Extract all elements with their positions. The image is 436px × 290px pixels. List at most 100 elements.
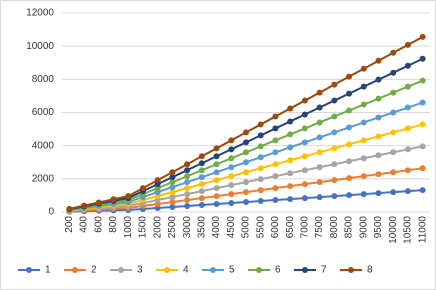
data-point: [228, 182, 235, 189]
data-point: [213, 169, 220, 176]
x-tick-label: 3000: [182, 216, 193, 239]
data-point: [257, 187, 264, 194]
data-point: [346, 107, 353, 114]
x-tick-label: 10500: [403, 216, 414, 244]
y-tick-label: 2000: [32, 173, 55, 184]
data-point: [390, 69, 397, 76]
y-tick-label: 10000: [26, 41, 54, 52]
data-point: [228, 137, 235, 144]
x-tick-label: 9500: [373, 216, 384, 239]
data-point: [301, 111, 308, 118]
data-point: [213, 177, 220, 184]
data-point: [228, 155, 235, 162]
data-point: [272, 125, 279, 132]
data-point: [257, 165, 264, 172]
y-tick-label: 4000: [32, 140, 55, 151]
data-point: [184, 203, 191, 210]
data-point: [198, 174, 205, 181]
data-point: [184, 161, 191, 168]
data-point: [419, 77, 426, 84]
x-tick-label: 8500: [344, 216, 355, 239]
legend-label: 3: [137, 265, 143, 276]
data-point: [360, 119, 367, 126]
data-point: [301, 195, 308, 202]
data-point: [272, 197, 279, 204]
data-point: [390, 169, 397, 176]
data-point: [375, 133, 382, 140]
data-point: [419, 187, 426, 194]
data-point: [331, 161, 338, 168]
x-tick-label: 600: [93, 216, 104, 233]
data-point: [316, 179, 323, 186]
legend-marker: [26, 267, 32, 273]
data-point: [375, 76, 382, 83]
data-point: [169, 179, 176, 186]
data-point: [169, 189, 176, 196]
data-point: [360, 173, 367, 180]
data-point: [243, 149, 249, 156]
data-point: [198, 160, 205, 167]
data-point: [257, 132, 264, 139]
y-tick-label: 12000: [26, 8, 54, 19]
data-point: [198, 153, 205, 160]
data-point: [287, 196, 294, 203]
data-point: [184, 185, 191, 192]
x-tick-label: 2000: [152, 216, 163, 239]
data-point: [272, 113, 279, 120]
data-point: [301, 167, 308, 174]
x-tick-label: 6000: [270, 216, 281, 239]
data-point: [404, 83, 411, 90]
data-point: [404, 62, 411, 69]
data-point: [346, 90, 353, 97]
data-point: [184, 191, 191, 198]
x-tick-label: 2500: [167, 216, 178, 239]
data-point: [198, 202, 205, 209]
data-point: [375, 57, 382, 64]
x-tick-label: 7500: [314, 216, 325, 239]
data-point: [228, 200, 235, 207]
data-point: [287, 131, 294, 138]
x-tick-label: 4000: [211, 216, 222, 239]
data-point: [375, 114, 382, 121]
x-tick-label: 1500: [138, 216, 149, 239]
data-point: [419, 33, 426, 40]
data-point: [331, 97, 338, 104]
data-point: [331, 177, 338, 184]
data-point: [198, 167, 205, 174]
data-point: [360, 65, 367, 72]
data-point: [272, 137, 279, 144]
data-point: [243, 129, 249, 136]
data-point: [331, 193, 338, 200]
data-point: [316, 149, 323, 156]
data-point: [81, 202, 88, 209]
data-point: [346, 73, 353, 80]
x-tick-label: 800: [108, 216, 119, 233]
data-point: [184, 179, 191, 186]
data-point: [66, 205, 73, 212]
data-point: [228, 146, 235, 153]
data-point: [346, 192, 353, 199]
data-point: [390, 129, 397, 136]
data-point: [243, 159, 249, 166]
data-point: [287, 105, 294, 112]
data-point: [198, 195, 205, 202]
legend-label: 4: [183, 265, 189, 276]
legend-marker: [210, 267, 216, 273]
data-point: [301, 153, 308, 160]
data-point: [213, 145, 220, 152]
legend-label: 8: [367, 265, 373, 276]
data-point: [257, 176, 264, 183]
data-point: [301, 139, 308, 146]
data-point: [316, 119, 323, 126]
data-point: [360, 137, 367, 144]
data-point: [331, 129, 338, 136]
data-point: [198, 181, 205, 188]
data-point: [272, 173, 279, 180]
x-tick-label: 5000: [241, 216, 252, 239]
data-point: [346, 175, 353, 182]
x-tick-label: 9000: [358, 216, 369, 239]
data-point: [184, 173, 191, 180]
data-point: [390, 89, 397, 96]
data-point: [257, 143, 264, 150]
